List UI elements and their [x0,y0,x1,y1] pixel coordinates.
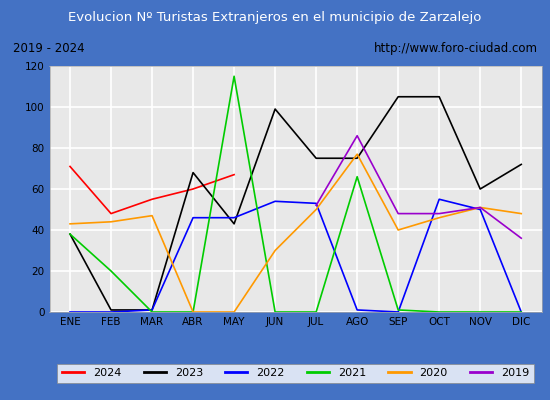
Text: 2019 - 2024: 2019 - 2024 [13,42,84,55]
Text: Evolucion Nº Turistas Extranjeros en el municipio de Zarzalejo: Evolucion Nº Turistas Extranjeros en el … [68,12,482,24]
Legend: 2024, 2023, 2022, 2021, 2020, 2019: 2024, 2023, 2022, 2021, 2020, 2019 [57,364,534,383]
Text: http://www.foro-ciudad.com: http://www.foro-ciudad.com [373,42,537,55]
